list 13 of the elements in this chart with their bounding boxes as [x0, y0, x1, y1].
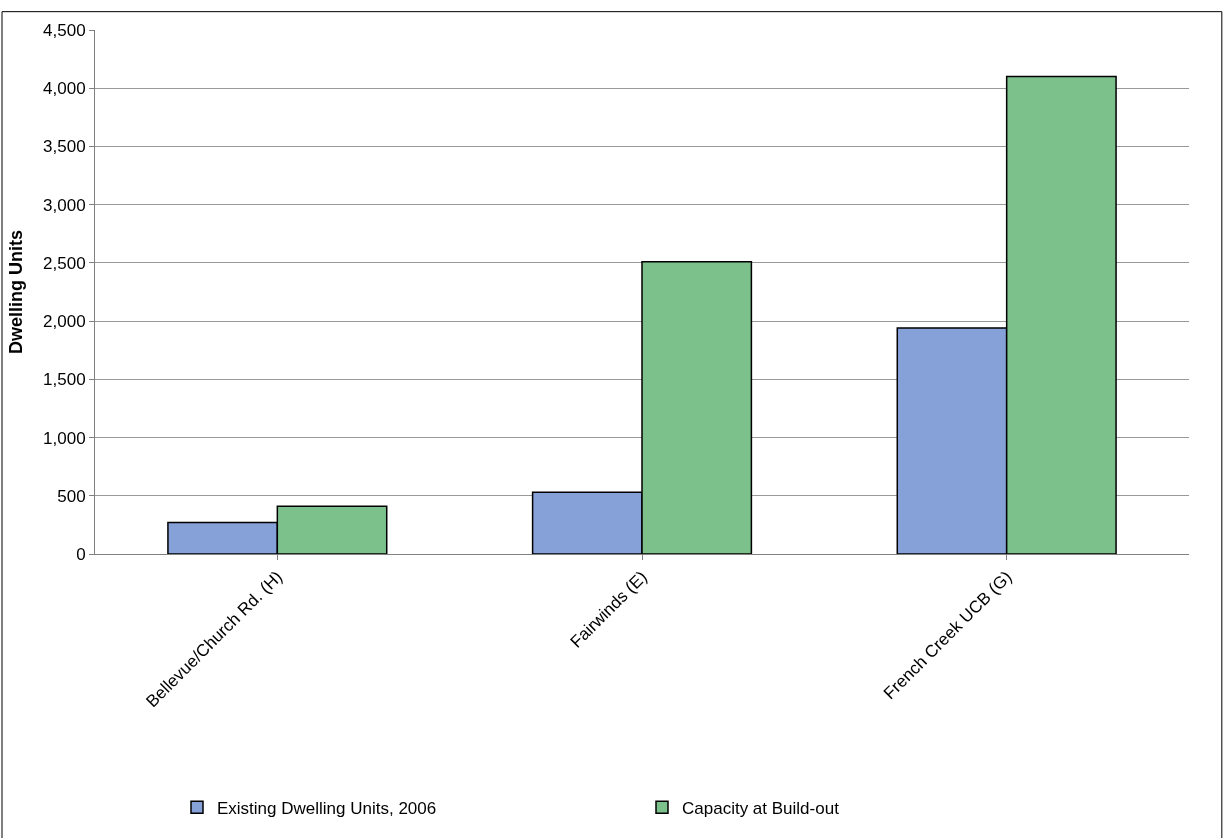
y-tick-label: 4,500 — [43, 20, 86, 40]
legend-label: Capacity at Build-out — [682, 798, 840, 818]
y-tick-label: 3,500 — [43, 137, 86, 157]
y-tick-label: 4,000 — [43, 79, 86, 99]
y-tick-label: 2,000 — [43, 312, 86, 332]
y-tick-label: 1,500 — [43, 370, 86, 390]
y-tick-label: 0 — [76, 544, 86, 564]
y-axis-title: Dwelling Units — [6, 229, 27, 355]
legend-label: Existing Dwelling Units, 2006 — [217, 798, 437, 818]
y-tick-label: 500 — [57, 486, 86, 506]
y-tick-label: 2,500 — [43, 253, 86, 273]
y-tick-label: 1,000 — [43, 428, 86, 448]
y-tick-label: 3,000 — [43, 195, 86, 215]
